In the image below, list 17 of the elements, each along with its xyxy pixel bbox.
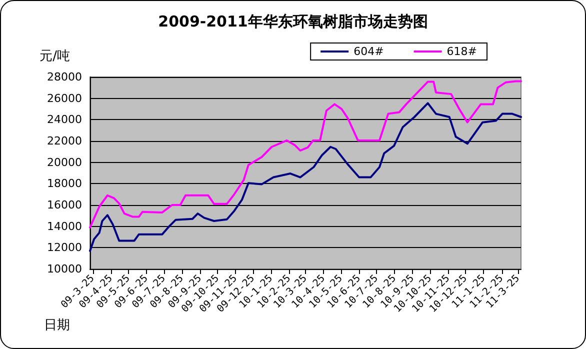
y-tick-label: 26000 [47,92,82,105]
y-tick-label: 12000 [47,241,82,254]
y-axis-title: 元/吨 [40,49,70,64]
y-tick-label: 28000 [47,70,82,84]
y-tick-label: 14000 [47,220,82,233]
legend-label: 604# [354,45,384,58]
line-series [89,80,522,228]
y-tick-label: 22000 [47,134,82,148]
y-tick-label: 16000 [47,198,82,212]
y-tick-label: 18000 [47,177,82,190]
legend-label: 618# [446,45,478,58]
y-tick-label: 10000 [47,262,82,276]
x-axis-title: 日期 [44,318,70,333]
y-tick-label: 24000 [47,113,82,126]
y-tick-label: 20000 [47,156,82,169]
line-series [89,102,522,252]
chart-title: 2009-2011年华东环氧树脂市场走势图 [158,12,428,30]
